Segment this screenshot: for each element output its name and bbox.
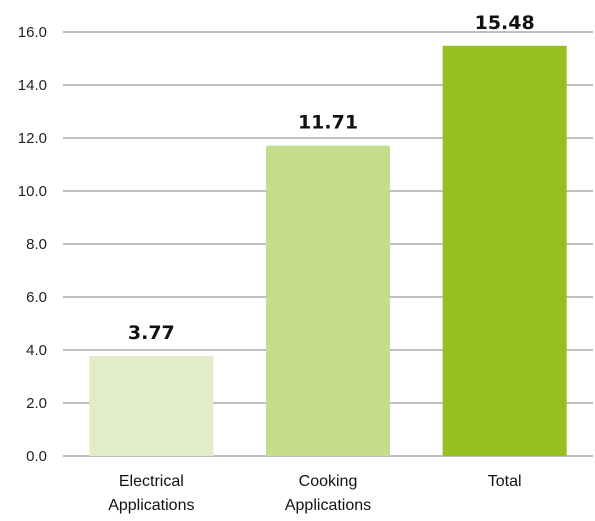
x-tick-label: Applications [108,497,194,514]
y-tick-label: 16.0 [18,24,47,41]
y-tick-label: 6.0 [26,289,47,306]
x-tick-label: Applications [285,497,371,514]
data-labels: 3.77 11.71 15.48 [128,12,535,344]
x-tick-label: Electrical [119,473,184,490]
y-tick-label: 2.0 [26,395,47,412]
bar [89,356,214,456]
x-axis-labels: Electrical Applications Cooking Application… [108,473,521,514]
bar [266,145,390,456]
x-tick-label: Cooking [299,473,358,490]
y-tick-label: 12.0 [18,130,47,147]
bar [442,45,567,456]
x-tick-label: Total [488,473,522,490]
y-axis-ticks: 0.0 2.0 4.0 6.0 8.0 10.0 12.0 14.0 16.0 [18,24,47,465]
y-tick-label: 14.0 [18,77,47,94]
y-tick-label: 0.0 [26,448,47,465]
data-label: 11.71 [298,112,358,134]
y-tick-label: 8.0 [26,236,47,253]
data-label: 15.48 [475,12,535,34]
bars [89,45,567,456]
y-tick-label: 10.0 [18,183,47,200]
y-tick-label: 4.0 [26,342,47,359]
data-label: 3.77 [128,322,175,344]
